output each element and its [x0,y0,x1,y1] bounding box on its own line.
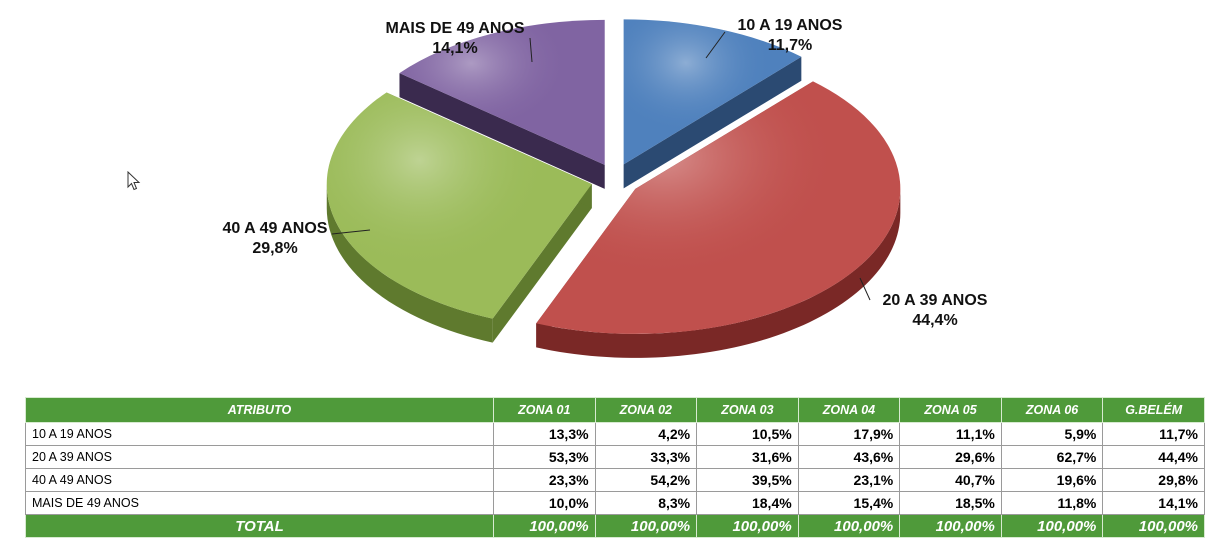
slice-category-label: 20 A 39 ANOS [883,292,988,309]
table-cell: 18,5% [899,491,1002,515]
slice-category-label: 10 A 19 ANOS [738,17,843,34]
table-cell: 29,6% [899,445,1002,469]
total-row: TOTAL 100,00% 100,00% 100,00% 100,00% 10… [25,514,1205,538]
table-cell: 17,9% [797,422,901,446]
total-cell: 100,00% [594,514,698,538]
header-zona-06: ZONA 06 [1000,397,1104,423]
total-cell: 100,00% [797,514,901,538]
table-cell: 11,1% [899,422,1002,446]
slice-value-label: 29,8% [252,240,297,257]
header-zona-02: ZONA 02 [594,397,698,423]
total-cell: 100,00% [1000,514,1104,538]
slice-value-label: 14,1% [432,40,477,57]
total-cell: 100,00% [899,514,1002,538]
pie-chart: 10 A 19 ANOS 11,7% 20 A 39 ANOS 44,4% 40 A 4… [223,17,988,358]
table-cell: 31,6% [696,445,799,469]
table-cell: 33,3% [594,445,698,469]
slice-label-group: MAIS DE 49 ANOS 14,1% [386,20,533,63]
pie-slice-10-a-19-anos [623,19,802,189]
leader-line [705,31,726,59]
total-cell: 100,00% [1102,514,1205,538]
header-zona-05: ZONA 05 [899,397,1002,423]
table-cell: 10,0% [493,491,596,515]
table-cell: 43,6% [797,445,901,469]
table-cell: 18,4% [696,491,799,515]
row-label: 10 A 19 ANOS [25,422,494,446]
header-zona-04: ZONA 04 [797,397,901,423]
leader-line [859,277,871,301]
table-row: 10 A 19 ANOS 13,3% 4,2% 10,5% 17,9% 11,1… [25,422,1205,446]
table-cell: 19,6% [1000,468,1104,492]
slice-category-label: MAIS DE 49 ANOS [386,20,525,37]
table-cell: 11,8% [1000,491,1104,515]
slice-label-group: 20 A 39 ANOS 44,4% [859,277,988,329]
header-g-belem: G.BELÉM [1102,397,1205,423]
leader-line [529,37,533,63]
data-table: ATRIBUTO ZONA 01 ZONA 02 ZONA 03 ZONA 04… [25,397,1205,538]
header-zona-03: ZONA 03 [696,397,799,423]
table-cell: 62,7% [1000,445,1104,469]
table-cell: 23,1% [797,468,901,492]
table-cell: 14,1% [1102,491,1205,515]
table-cell: 13,3% [493,422,596,446]
pie-slice-20-a-39-anos [536,81,901,358]
table-row: MAIS DE 49 ANOS 10,0% 8,3% 18,4% 15,4% 1… [25,491,1205,515]
table-header-row: ATRIBUTO ZONA 01 ZONA 02 ZONA 03 ZONA 04… [25,397,1205,423]
total-cell: 100,00% [696,514,799,538]
slice-label-group: 40 A 49 ANOS 29,8% [223,220,371,257]
table-cell: 5,9% [1000,422,1104,446]
table-cell: 39,5% [696,468,799,492]
table-cell: 29,8% [1102,468,1205,492]
table-cell: 23,3% [493,468,596,492]
table-cell: 44,4% [1102,445,1205,469]
row-label: 40 A 49 ANOS [25,468,494,492]
table-cell: 53,3% [493,445,596,469]
table-row: 40 A 49 ANOS 23,3% 54,2% 39,5% 23,1% 40,… [25,468,1205,492]
table-cell: 54,2% [594,468,698,492]
pie-slice-mais-de-49-anos [399,19,605,189]
slice-value-label: 44,4% [912,312,957,329]
header-zona-01: ZONA 01 [493,397,596,423]
table-cell: 4,2% [594,422,698,446]
header-atributo: ATRIBUTO [25,397,494,423]
table-cell: 15,4% [797,491,901,515]
total-label: TOTAL [25,514,494,538]
mouse-pointer-icon [127,171,141,191]
slice-label-group: 10 A 19 ANOS 11,7% [705,17,843,59]
total-cell: 100,00% [493,514,596,538]
slice-category-label: 40 A 49 ANOS [223,220,328,237]
table-cell: 8,3% [594,491,698,515]
table-row: 20 A 39 ANOS 53,3% 33,3% 31,6% 43,6% 29,… [25,445,1205,469]
leader-line [331,229,371,235]
row-label: MAIS DE 49 ANOS [25,491,494,515]
table-cell: 11,7% [1102,422,1205,446]
pie-chart-svg: 10 A 19 ANOS 11,7% 20 A 39 ANOS 44,4% 40 A 4… [223,17,988,358]
pie-slice-40-a-49-anos [326,92,592,343]
table-cell: 10,5% [696,422,799,446]
table-cell: 40,7% [899,468,1002,492]
row-label: 20 A 39 ANOS [25,445,494,469]
slice-value-label: 11,7% [768,37,812,54]
